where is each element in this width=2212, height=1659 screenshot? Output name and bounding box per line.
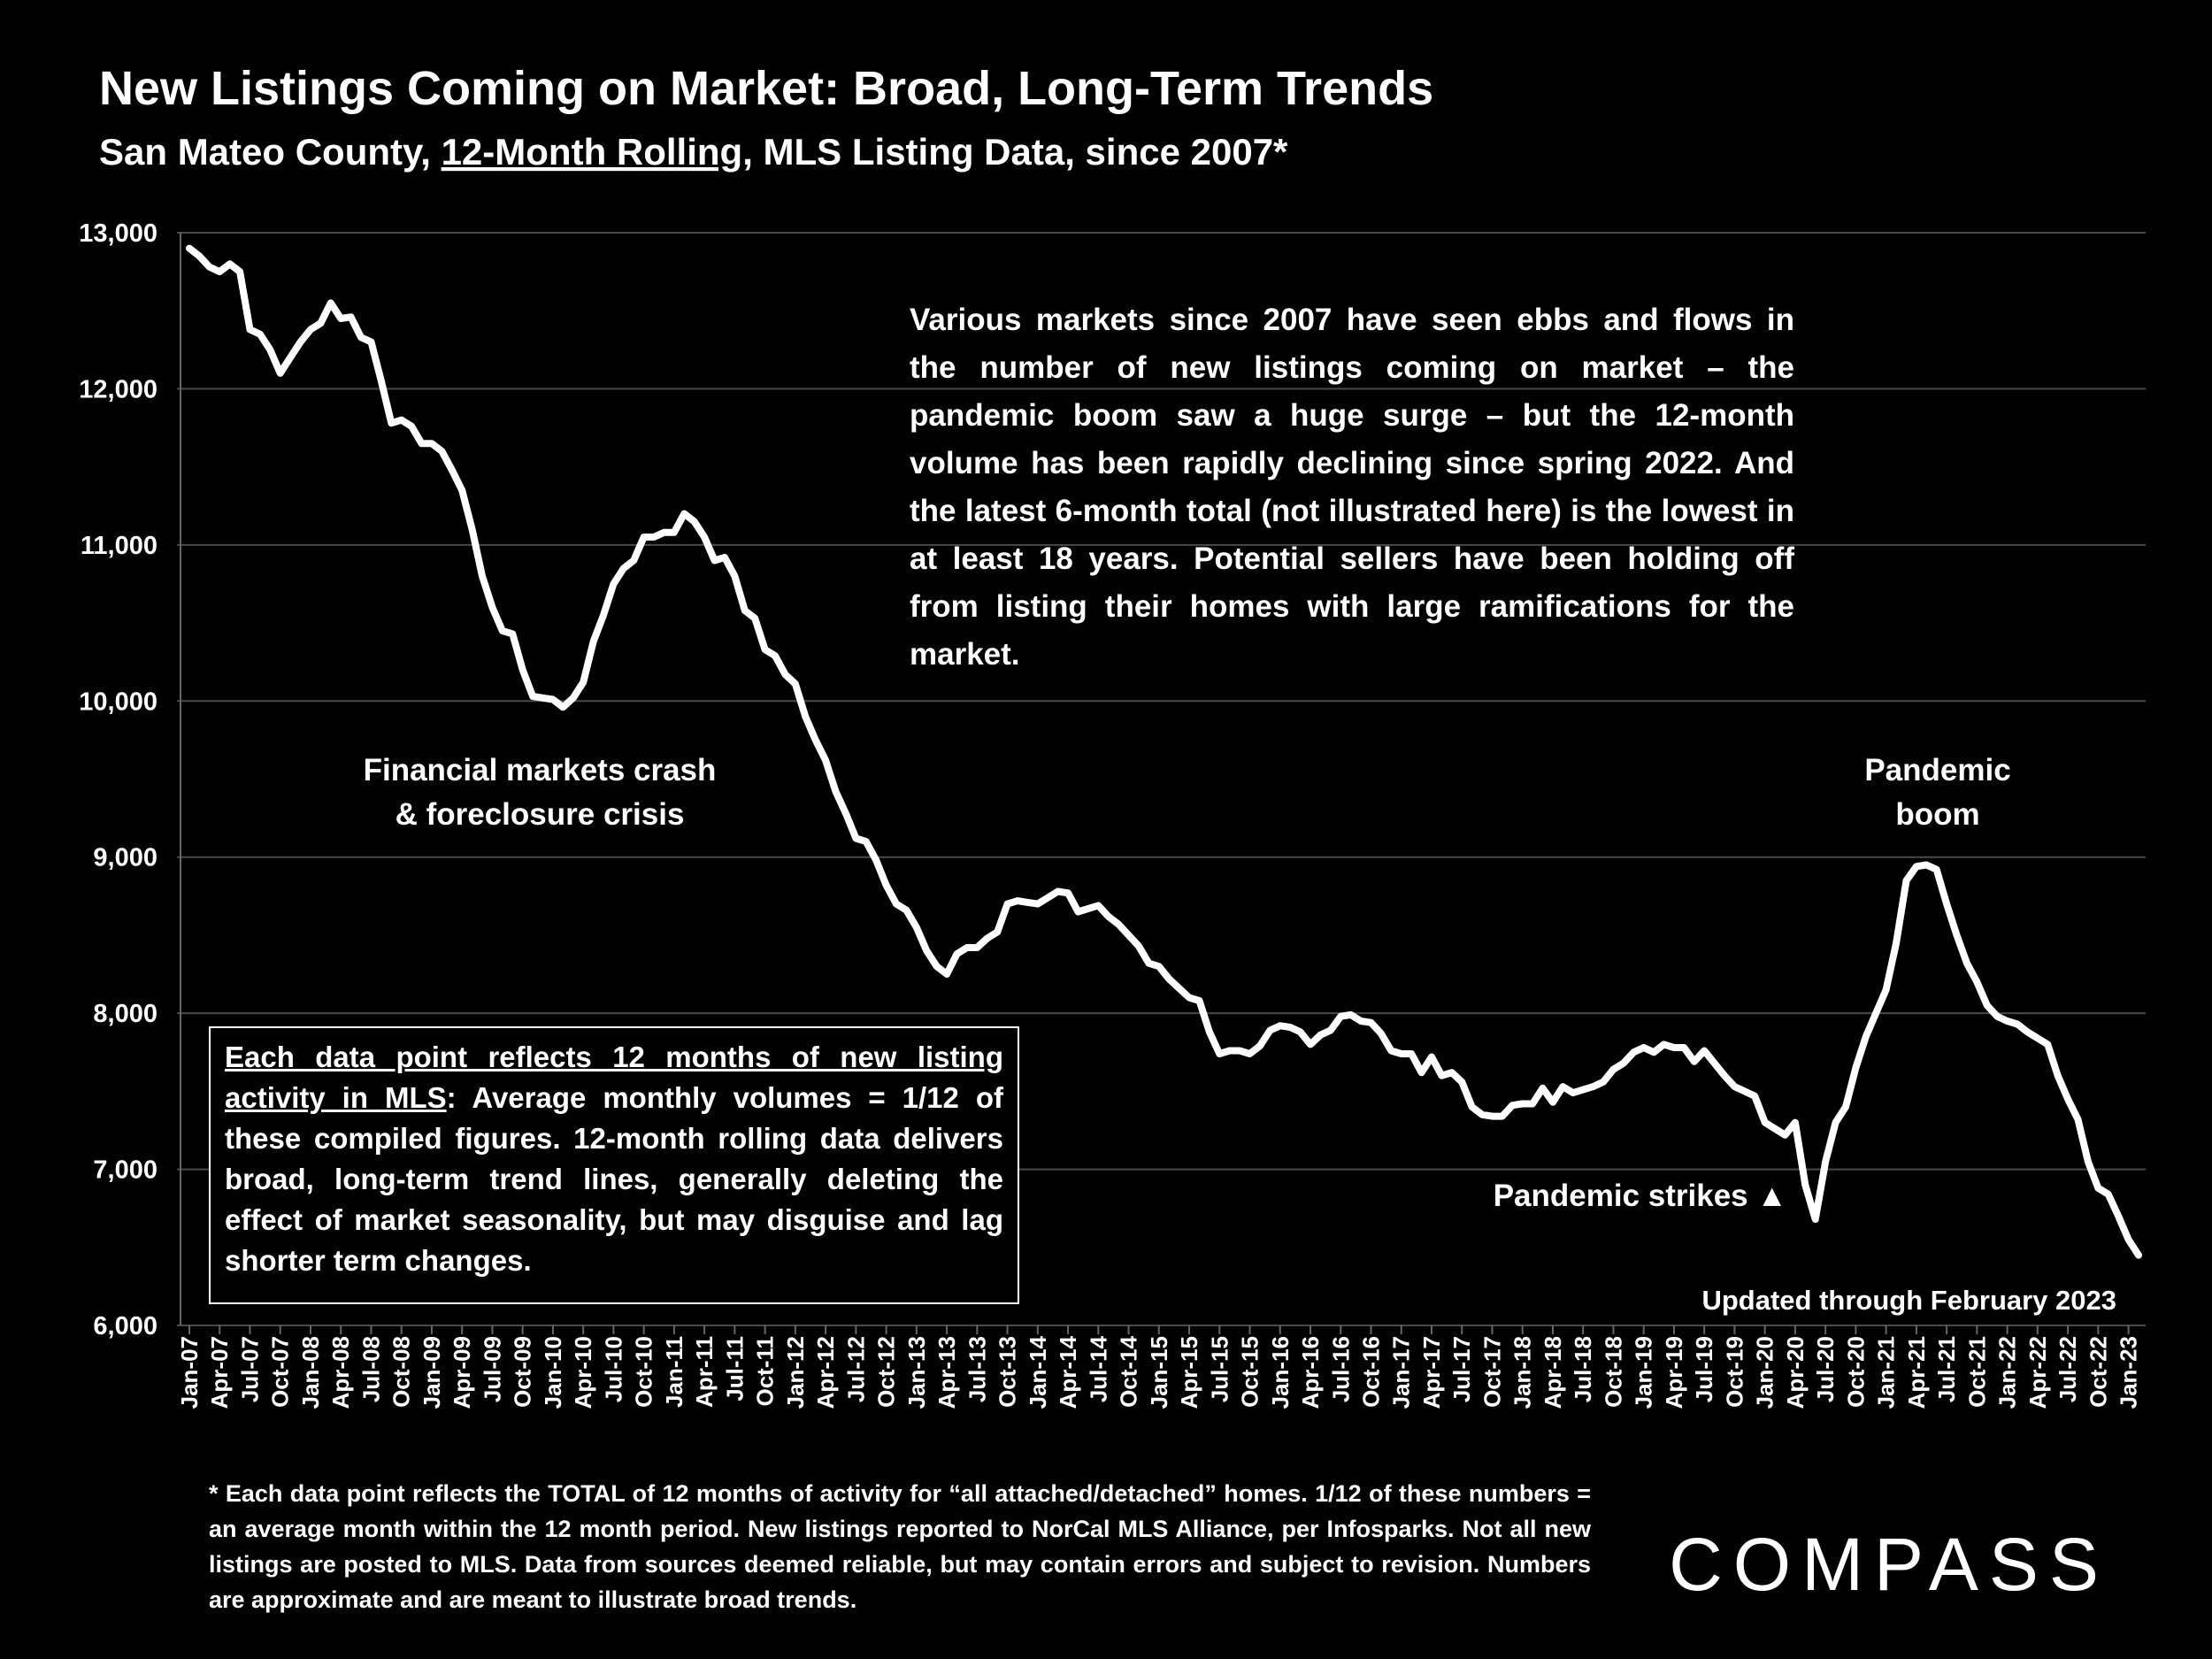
boom-annotation: Pandemic boom [1864,753,2011,832]
x-tick-label: Jan-17 [1388,1336,1415,1409]
chart-title: New Listings Coming on Market: Broad, Lo… [99,62,1433,115]
x-tick-label: Jul-12 [842,1336,869,1402]
x-tick-label: Oct-11 [752,1336,779,1407]
note-box: Each data point reflects 12 months of ne… [209,1026,1019,1304]
x-tick-label: Oct-09 [510,1336,536,1408]
x-tick-label: Apr-20 [1782,1336,1809,1409]
x-tick-label: Jul-18 [1570,1336,1596,1402]
x-tick-label: Jan-22 [1994,1336,2021,1409]
x-tick-label: Oct-21 [1963,1336,1990,1408]
subtitle-part: 12-Month Rolling [442,131,743,173]
x-tick-label: Jan-13 [903,1336,930,1409]
x-tick-label: Jan-07 [176,1336,203,1409]
x-tick-label: Jan-16 [1267,1336,1294,1409]
data-line [186,244,2142,1259]
x-tick-label: Oct-18 [1600,1336,1626,1408]
note-text: : Average monthly volumes = 1/12 of thes… [225,1081,1003,1277]
x-tick-label: Jan-08 [297,1336,324,1409]
x-tick-label: Jan-21 [1873,1336,1900,1409]
y-tick-label: 13,000 [79,219,157,248]
note-underlined: Each data point reflects 12 months of ne… [225,1041,1003,1114]
x-tick-label: Jan-10 [540,1336,566,1409]
logo: COMPASS [1669,1523,2109,1606]
summary-annotation: Various markets since 2007 have seen ebb… [910,303,1794,672]
crash-annotation: Financial markets crash & foreclosure cr… [363,753,717,832]
x-tick-label: Jan-12 [782,1336,809,1409]
x-tick-label: Jul-20 [1812,1336,1839,1402]
y-tick-label: 9,000 [93,844,157,872]
subtitle-part: , MLS Listing Data, since 2007* [742,131,1288,173]
x-tick-label: Jul-11 [721,1336,748,1402]
x-tick-label: Oct-13 [995,1336,1021,1408]
x-tick-label: Jul-22 [2055,1336,2081,1402]
x-tick-label: Oct-12 [873,1336,900,1408]
x-tick-label: Apr-22 [2024,1336,2051,1409]
x-tick-label: Apr-07 [206,1336,233,1409]
x-tick-label: Jul-19 [1691,1336,1717,1402]
updated-annotation: Updated through February 2023 [1701,1285,2116,1316]
x-tick-label: Oct-19 [1721,1336,1747,1408]
strikes-annotation: Pandemic strikes ▲ [1493,1179,1787,1213]
x-tick-label: Oct-15 [1237,1336,1263,1408]
x-tick-label: Jul-09 [479,1336,505,1402]
x-tick-label: Apr-08 [327,1336,354,1409]
x-tick-label: Jul-21 [1933,1336,1960,1402]
y-tick-label: 8,000 [93,1000,157,1028]
x-tick-label: Apr-15 [1176,1336,1202,1409]
y-tick-label: 12,000 [79,375,157,403]
x-tick-label: Jan-23 [2116,1336,2142,1409]
x-tick-label: Jul-14 [1085,1335,1111,1402]
subtitle-part: San Mateo County, [99,131,442,173]
chart-subtitle: San Mateo County, 12-Month Rolling, MLS … [99,131,1288,173]
x-tick-label: Jul-07 [236,1336,263,1402]
x-tick-label: Oct-22 [2085,1336,2111,1408]
y-tick-label: 7,000 [93,1156,157,1185]
x-tick-label: Apr-12 [812,1336,839,1409]
x-tick-label: Oct-10 [631,1336,657,1408]
x-tick-label: Jan-09 [419,1336,445,1409]
x-tick-label: Apr-11 [691,1336,718,1408]
x-tick-label: Oct-20 [1842,1336,1869,1408]
x-tick-label: Oct-16 [1357,1336,1384,1408]
footnote: * Each data point reflects the TOTAL of … [209,1480,1591,1613]
x-tick-label: Apr-13 [933,1336,960,1409]
x-tick-label: Apr-10 [570,1336,596,1409]
x-tick-label: Oct-14 [1116,1335,1142,1407]
x-tick-label: Apr-21 [1903,1336,1930,1409]
x-tick-label: Oct-08 [388,1336,415,1408]
x-tick-label: Jan-15 [1146,1336,1172,1409]
y-tick-label: 11,000 [81,532,157,560]
x-tick-label: Apr-14 [1055,1335,1081,1409]
x-tick-label: Jan-20 [1752,1336,1778,1409]
x-tick-label: Apr-16 [1297,1336,1324,1409]
x-tick-label: Jan-19 [1631,1336,1657,1409]
x-tick-label: Jan-11 [661,1336,687,1408]
y-tick-label: 10,000 [79,687,157,716]
x-tick-label: Oct-07 [267,1336,294,1408]
x-tick-label: Jul-15 [1206,1336,1233,1402]
x-tick-label: Apr-18 [1540,1336,1566,1409]
x-tick-label: Oct-17 [1479,1336,1505,1408]
x-tick-label: Jul-10 [600,1336,626,1402]
x-tick-label: Jul-08 [357,1336,384,1402]
x-tick-label: Jul-17 [1448,1336,1475,1402]
x-tick-label: Jan-14 [1025,1335,1051,1409]
x-tick-label: Apr-09 [449,1336,475,1409]
y-tick-label: 6,000 [93,1312,157,1340]
x-tick-label: Apr-17 [1418,1336,1445,1409]
x-tick-label: Jul-13 [964,1336,990,1402]
x-tick-label: Jul-16 [1327,1336,1354,1402]
x-tick-label: Jan-18 [1509,1336,1536,1409]
x-tick-label: Apr-19 [1661,1336,1687,1409]
